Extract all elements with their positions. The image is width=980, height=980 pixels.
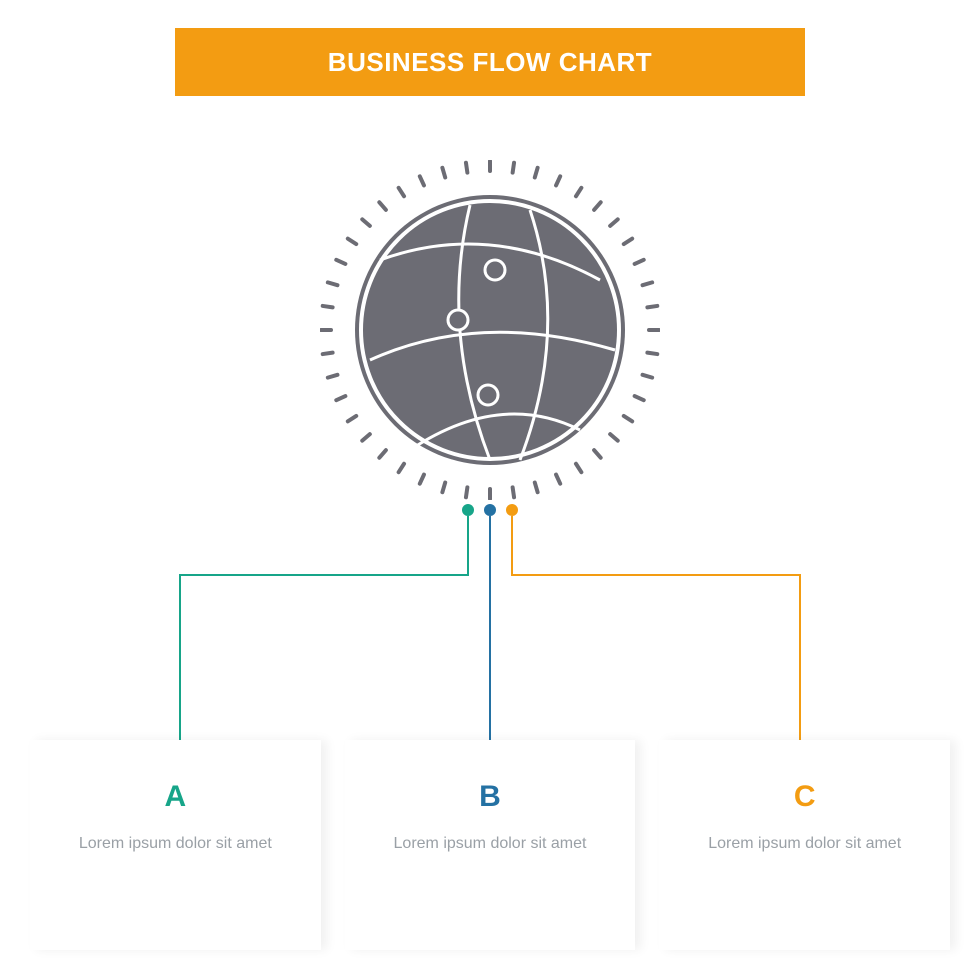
card-a: A Lorem ipsum dolor sit amet: [30, 740, 321, 950]
header-title: BUSINESS FLOW CHART: [328, 47, 652, 78]
card-b: B Lorem ipsum dolor sit amet: [345, 740, 636, 950]
card-a-body: Lorem ipsum dolor sit amet: [60, 832, 291, 856]
card-c-body: Lorem ipsum dolor sit amet: [689, 832, 920, 856]
card-b-body: Lorem ipsum dolor sit amet: [375, 832, 606, 856]
card-c-letter: C: [689, 780, 920, 814]
cards-row: A Lorem ipsum dolor sit amet B Lorem ips…: [30, 740, 950, 950]
card-c: C Lorem ipsum dolor sit amet: [659, 740, 950, 950]
card-b-letter: B: [375, 780, 606, 814]
globe-network-icon: [320, 160, 660, 500]
card-a-letter: A: [60, 780, 291, 814]
header-bar: BUSINESS FLOW CHART: [175, 28, 805, 96]
flow-connectors: [0, 500, 980, 760]
